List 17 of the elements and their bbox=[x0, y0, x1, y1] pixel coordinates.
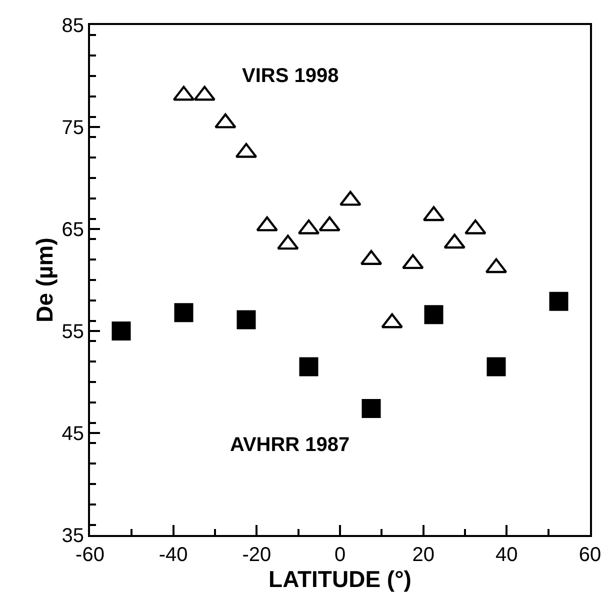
y-tick-label: 75 bbox=[62, 117, 84, 139]
y-tick-label: 85 bbox=[62, 15, 84, 37]
y-tick-label: 35 bbox=[62, 525, 84, 547]
x-tick-label: -60 bbox=[76, 544, 104, 566]
x-tick-label: 20 bbox=[412, 544, 434, 566]
x-tick-label: 60 bbox=[578, 544, 602, 566]
x-axis-title: LATITUDE (°) bbox=[268, 566, 412, 592]
x-tick-label: -40 bbox=[158, 544, 188, 566]
annotation: AVHRR 1987 bbox=[230, 434, 350, 456]
x-tick-label: 0 bbox=[334, 544, 346, 566]
x-tick-label: -20 bbox=[242, 544, 272, 566]
y-tick-label: 65 bbox=[62, 219, 84, 241]
y-tick-label: 55 bbox=[62, 321, 84, 343]
y-tick-label: 45 bbox=[62, 423, 84, 445]
y-axis-title: De (µm) bbox=[32, 238, 58, 322]
annotation: VIRS 1998 bbox=[242, 65, 339, 87]
x-tick-label: 40 bbox=[496, 544, 518, 566]
